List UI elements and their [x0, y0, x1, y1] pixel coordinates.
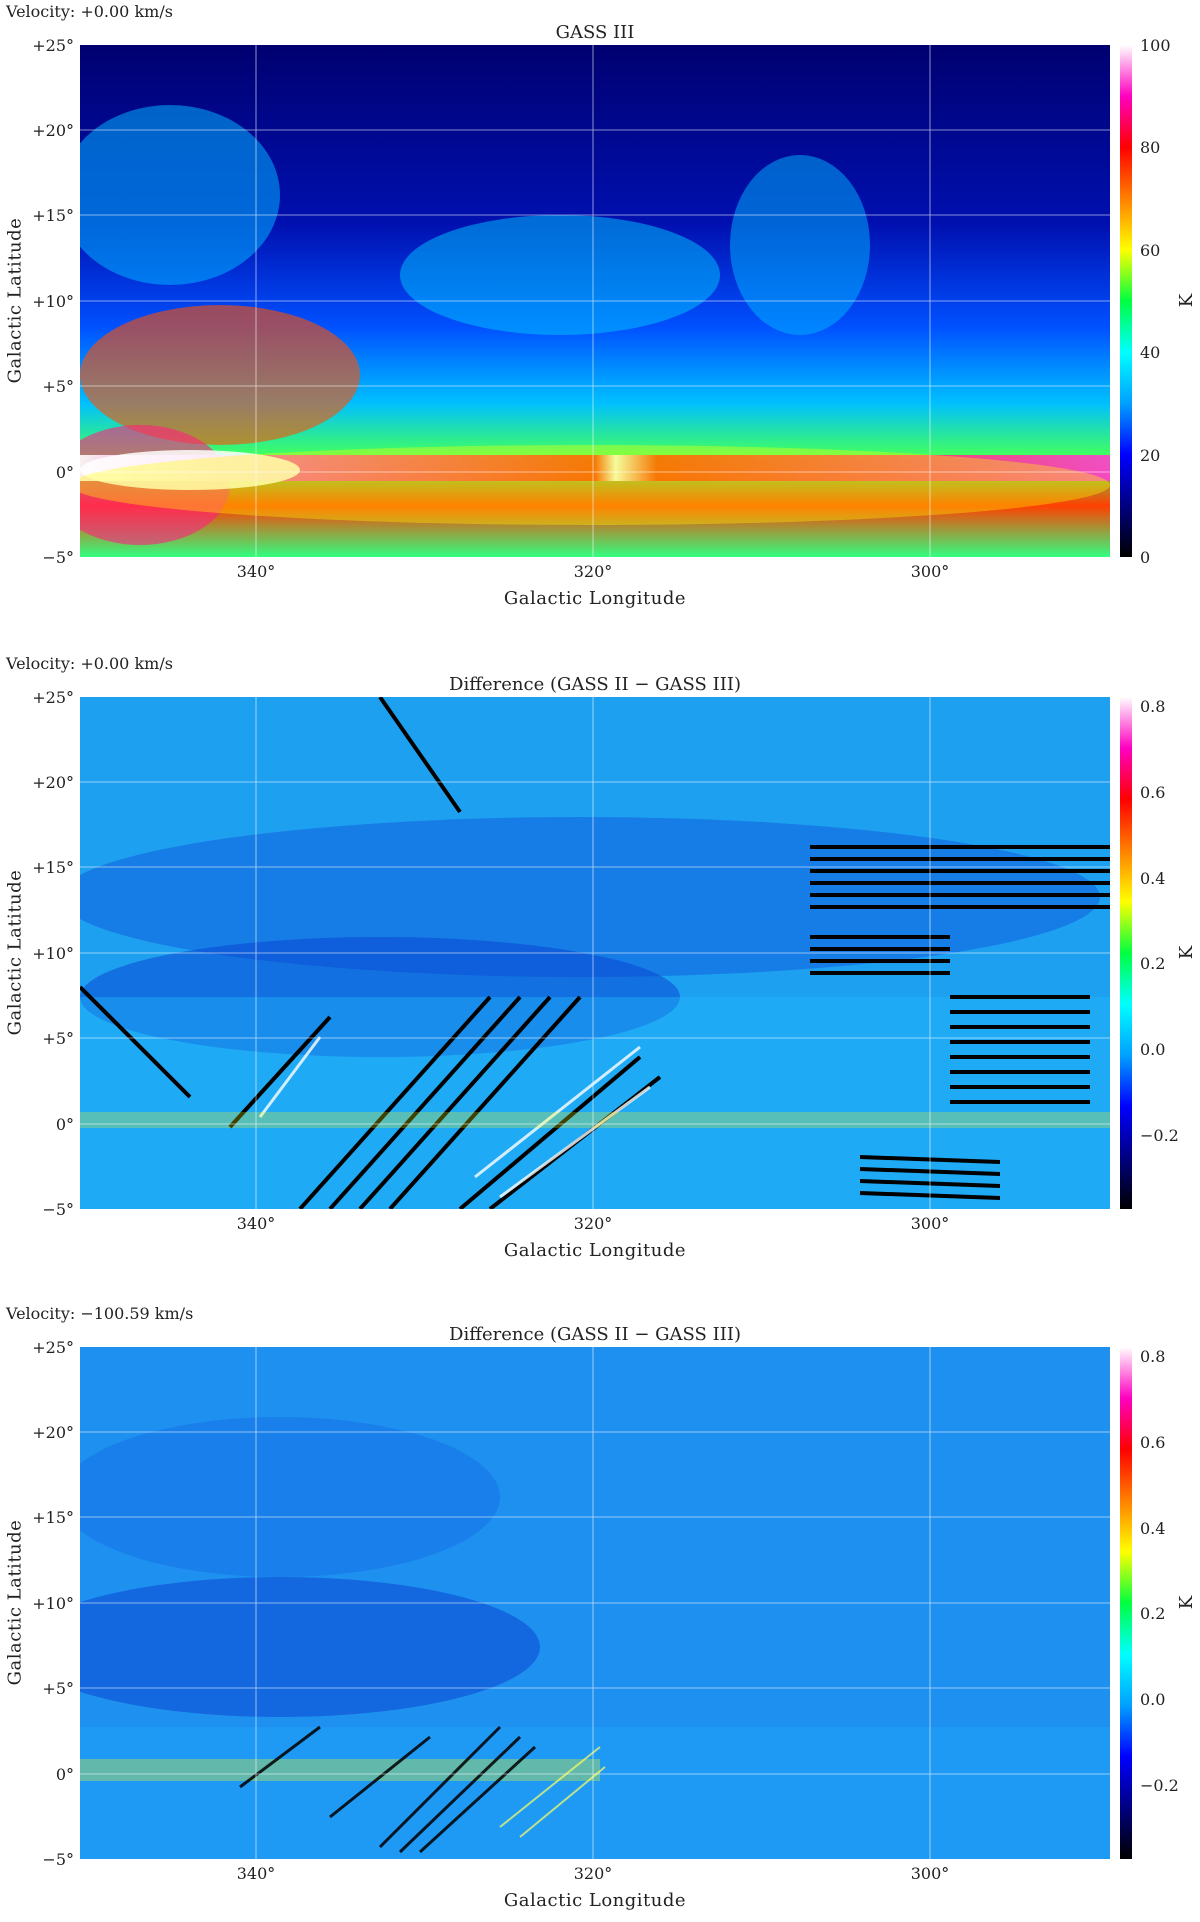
panel-title: Difference (GASS II − GASS III): [449, 674, 741, 695]
x-tick-label: 340°: [236, 1214, 276, 1233]
velocity-label: Velocity: +0.00 km/s: [6, 654, 173, 673]
panel-difference-v-100: Velocity: −100.59 km/s Difference (GASS …: [0, 1302, 1200, 1922]
y-tick-label: +25°: [32, 1338, 74, 1357]
colorbar: [1120, 45, 1132, 557]
y-tick-label: +20°: [32, 121, 74, 140]
y-tick-label: +15°: [32, 858, 74, 877]
sky-map-image: [80, 45, 1110, 557]
colorbar-tick-label: 0.8: [1140, 697, 1166, 716]
x-tick-label: 340°: [236, 1864, 276, 1883]
y-tick-label: +5°: [42, 1029, 74, 1048]
panel-difference-v0: Velocity: +0.00 km/s Difference (GASS II…: [0, 652, 1200, 1272]
colorbar-tick-label: 60: [1140, 241, 1161, 260]
x-tick-label: 320°: [573, 1214, 613, 1233]
x-tick-label: 320°: [573, 1864, 613, 1883]
sky-map-image: [80, 1347, 1110, 1859]
colorbar-unit: K: [1176, 1595, 1198, 1610]
velocity-label: Velocity: +0.00 km/s: [6, 2, 173, 21]
x-tick-label: 300°: [910, 562, 950, 581]
y-tick-label: −5°: [42, 1850, 74, 1869]
y-tick-label: +5°: [42, 1679, 74, 1698]
y-tick-label: −5°: [42, 1200, 74, 1219]
y-tick-label: −5°: [42, 548, 74, 567]
y-tick-label: +20°: [32, 1423, 74, 1442]
colorbar-tick-label: −0.2: [1140, 1776, 1179, 1795]
panel-title: Difference (GASS II − GASS III): [449, 1324, 741, 1345]
y-tick-label: +25°: [32, 36, 74, 55]
colorbar-tick-label: 0.6: [1140, 1433, 1166, 1452]
colorbar-tick-label: 20: [1140, 446, 1161, 465]
x-tick-label: 340°: [236, 562, 276, 581]
x-axis-title: Galactic Longitude: [503, 1240, 687, 1261]
panel-title: GASS III: [555, 22, 635, 43]
colorbar-tick-label: 40: [1140, 343, 1161, 362]
colorbar-tick-label: 0.6: [1140, 783, 1166, 802]
colorbar-unit: K: [1176, 945, 1198, 960]
colorbar-tick-label: 0.2: [1140, 954, 1166, 973]
x-tick-label: 300°: [910, 1864, 950, 1883]
sky-map-image: [80, 697, 1110, 1209]
colorbar-tick-label: 0.8: [1140, 1347, 1166, 1366]
y-tick-label: +10°: [32, 1594, 74, 1613]
y-tick-label: 0°: [55, 1115, 74, 1134]
y-tick-label: +15°: [32, 206, 74, 225]
colorbar-tick-label: 0: [1140, 548, 1151, 567]
y-tick-label: +25°: [32, 688, 74, 707]
y-tick-label: +15°: [32, 1508, 74, 1527]
colorbar-tick-label: 0.0: [1140, 1690, 1166, 1709]
y-tick-label: +5°: [42, 377, 74, 396]
colorbar-tick-label: 80: [1140, 138, 1161, 157]
colorbar-tick-label: 0.4: [1140, 869, 1166, 888]
panel-gass-iii: Velocity: +0.00 km/s GASS III: [0, 0, 1200, 620]
velocity-label: Velocity: −100.59 km/s: [6, 1304, 194, 1323]
x-tick-label: 300°: [910, 1214, 950, 1233]
colorbar-unit: K: [1176, 293, 1198, 308]
colorbar-tick-label: 100: [1140, 36, 1171, 55]
y-tick-label: 0°: [55, 1765, 74, 1784]
y-tick-label: +10°: [32, 292, 74, 311]
colorbar: [1120, 1347, 1132, 1859]
y-tick-label: +20°: [32, 773, 74, 792]
y-axis-title: Galactic Latitude: [4, 1519, 26, 1686]
x-axis-title: Galactic Longitude: [503, 588, 687, 609]
x-axis-title: Galactic Longitude: [503, 1890, 687, 1911]
y-axis-title: Galactic Latitude: [4, 217, 26, 384]
colorbar-tick-label: −0.2: [1140, 1126, 1179, 1145]
y-tick-label: 0°: [55, 463, 74, 482]
colorbar: [1120, 697, 1132, 1209]
colorbar-tick-label: 0.0: [1140, 1040, 1166, 1059]
y-tick-label: +10°: [32, 944, 74, 963]
x-tick-label: 320°: [573, 562, 613, 581]
y-axis-title: Galactic Latitude: [4, 869, 26, 1036]
colorbar-tick-label: 0.2: [1140, 1604, 1166, 1623]
colorbar-tick-label: 0.4: [1140, 1519, 1166, 1538]
